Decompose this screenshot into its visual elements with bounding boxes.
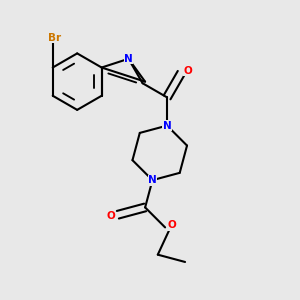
Text: N: N bbox=[124, 54, 133, 64]
Text: Br: Br bbox=[48, 33, 61, 43]
Text: N: N bbox=[163, 121, 171, 130]
Text: N: N bbox=[148, 175, 157, 185]
Text: O: O bbox=[106, 211, 115, 221]
Text: O: O bbox=[168, 220, 177, 230]
Text: O: O bbox=[183, 65, 192, 76]
Text: N: N bbox=[163, 121, 171, 130]
